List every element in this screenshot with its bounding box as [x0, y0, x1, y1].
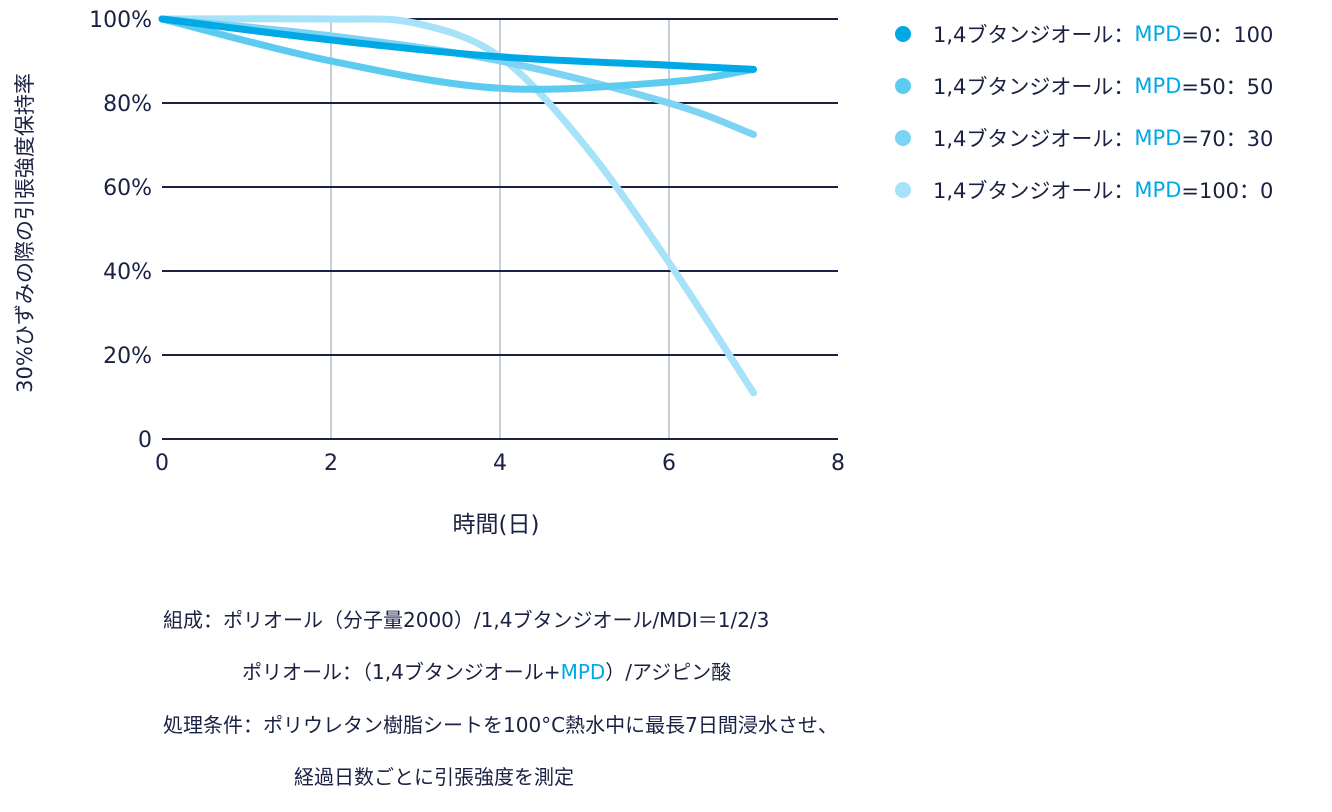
- line-chart: 0 20% 40% 60% 80% 100% 0 2 4 6 8 時間(日): [89, 8, 845, 538]
- y-tick-label: 60%: [103, 176, 152, 201]
- y-tick-label: 40%: [103, 260, 152, 285]
- y-tick-label: 20%: [103, 344, 152, 369]
- x-axis-label: 時間(日): [453, 512, 540, 538]
- x-tick-label: 0: [155, 451, 169, 476]
- legend-dot-icon: [895, 130, 911, 146]
- horizontal-gridlines: [162, 18, 838, 440]
- legend-item: 1,4ブタンジオール： MPD =70：30: [895, 112, 1273, 164]
- legend-item: 1,4ブタンジオール： MPD =100：0: [895, 164, 1273, 216]
- x-tick-label: 2: [324, 451, 338, 476]
- vertical-gridlines: [330, 19, 670, 439]
- legend-dot-icon: [895, 182, 911, 198]
- y-tick-label: 80%: [103, 92, 152, 117]
- data-series: [158, 15, 757, 397]
- series-line: [158, 15, 757, 397]
- series-line: [158, 15, 757, 73]
- legend-item: 1,4ブタンジオール： MPD =50：50: [895, 60, 1273, 112]
- legend-dot-icon: [895, 26, 911, 42]
- x-tick-label: 8: [831, 451, 845, 476]
- note-measurement: 経過日数ごとに引張強度を測定: [294, 765, 574, 789]
- series-line: [158, 15, 757, 93]
- x-axis-ticks: 0 2 4 6 8: [155, 451, 845, 476]
- legend-dot-icon: [895, 78, 911, 94]
- y-axis-ticks: 0 20% 40% 60% 80% 100%: [89, 8, 152, 453]
- y-tick-label: 100%: [89, 8, 152, 33]
- note-polyol: ポリオール：（1,4ブタンジオール+MPD）/アジピン酸: [242, 660, 732, 684]
- x-tick-label: 4: [493, 451, 507, 476]
- y-axis-label: 30%ひずみの際の引張強度保持率: [13, 73, 37, 393]
- note-conditions: 処理条件：ポリウレタン樹脂シートを100°C熱水中に最長7日間浸水させ、: [163, 713, 838, 737]
- legend: 1,4ブタンジオール： MPD =0：100 1,4ブタンジオール： MPD =50：50…: [895, 8, 1273, 216]
- y-tick-label: 0: [138, 428, 152, 453]
- legend-item: 1,4ブタンジオール： MPD =0：100: [895, 8, 1273, 60]
- note-composition: 組成：ポリオール（分子量2000）/1,4ブタンジオール/MDI＝1/2/3: [163, 608, 770, 632]
- x-tick-label: 6: [662, 451, 676, 476]
